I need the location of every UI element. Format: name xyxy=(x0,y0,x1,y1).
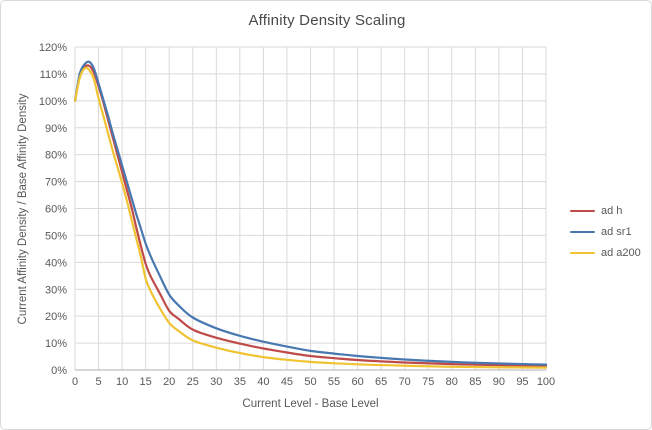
y-tick-label: 40% xyxy=(45,257,67,269)
y-tick-label: 70% xyxy=(45,177,67,189)
x-tick-label: 100 xyxy=(537,376,555,388)
x-tick-label: 95 xyxy=(516,376,528,388)
x-tick-label: 35 xyxy=(234,376,246,388)
y-tick-label: 90% xyxy=(45,123,67,135)
legend-item-ad-h: ad h xyxy=(570,205,641,217)
y-tick-label: 20% xyxy=(45,311,67,323)
x-tick-label: 90 xyxy=(493,376,505,388)
x-tick-label: 0 xyxy=(72,376,78,388)
y-tick-label: 30% xyxy=(45,284,67,296)
y-tick-label: 10% xyxy=(45,338,67,350)
x-tick-label: 70 xyxy=(399,376,411,388)
y-tick-label: 0% xyxy=(51,365,67,377)
legend-swatch xyxy=(570,251,595,255)
series-line-ad-sr1 xyxy=(73,60,548,366)
x-tick-label: 50 xyxy=(304,376,316,388)
x-tick-label: 40 xyxy=(257,376,269,388)
x-tick-label: 10 xyxy=(116,376,128,388)
x-tick-label: 65 xyxy=(375,376,387,388)
legend-swatch xyxy=(570,230,595,234)
x-tick-label: 25 xyxy=(187,376,199,388)
x-tick-label: 20 xyxy=(163,376,175,388)
x-axis-title: Current Level - Base Level xyxy=(242,398,379,410)
x-tick-label: 30 xyxy=(210,376,222,388)
y-tick-label: 60% xyxy=(45,204,67,216)
legend-label: ad sr1 xyxy=(601,226,632,238)
legend-swatch xyxy=(570,209,595,213)
y-tick-label: 120% xyxy=(39,42,67,54)
x-tick-label: 80 xyxy=(446,376,458,388)
chart-title: Affinity Density Scaling xyxy=(248,12,406,29)
x-tick-label: 85 xyxy=(469,376,481,388)
x-tick-label: 45 xyxy=(281,376,293,388)
legend-item-ad-a200: ad a200 xyxy=(570,247,641,259)
x-tick-label: 15 xyxy=(140,376,152,388)
y-tick-label: 100% xyxy=(39,96,67,108)
legend: ad h ad sr1 ad a200 xyxy=(570,205,641,259)
series-line-ad-a200 xyxy=(73,66,548,369)
y-tick-label: 50% xyxy=(45,230,67,242)
legend-label: ad a200 xyxy=(601,247,641,259)
x-tick-label: 75 xyxy=(422,376,434,388)
legend-label: ad h xyxy=(601,205,623,217)
y-tick-label: 110% xyxy=(40,69,68,81)
x-tick-label: 5 xyxy=(95,376,101,388)
x-tick-label: 60 xyxy=(351,376,363,388)
x-tick-label: 55 xyxy=(328,376,340,388)
legend-item-ad-sr1: ad sr1 xyxy=(570,226,641,238)
y-tick-label: 80% xyxy=(45,150,67,162)
